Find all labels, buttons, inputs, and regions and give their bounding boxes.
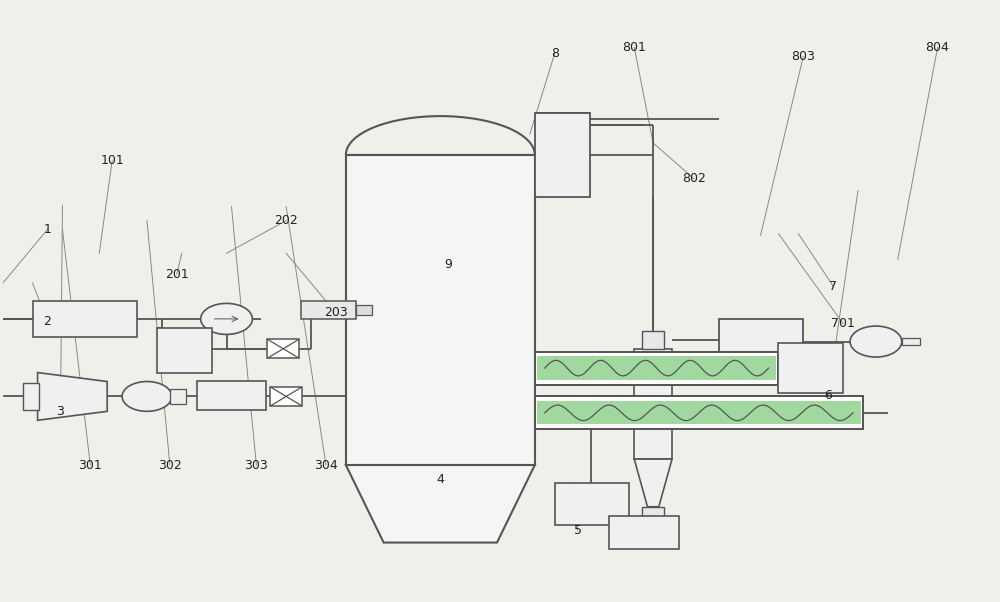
Bar: [157, 328, 212, 373]
Text: 2: 2: [44, 315, 51, 328]
Bar: [535, 113, 590, 197]
Text: 804: 804: [926, 41, 949, 54]
Text: 6: 6: [824, 389, 832, 402]
Text: 302: 302: [158, 459, 182, 471]
Text: 802: 802: [682, 172, 706, 185]
Text: 304: 304: [314, 459, 338, 471]
Bar: [33, 301, 137, 337]
Bar: [555, 483, 629, 525]
Circle shape: [201, 303, 252, 334]
Text: 9: 9: [444, 258, 452, 270]
Bar: [301, 301, 356, 319]
Bar: [535, 352, 778, 385]
Text: 101: 101: [100, 154, 124, 167]
Bar: [778, 343, 843, 394]
Text: 1: 1: [44, 223, 51, 236]
Bar: [23, 383, 39, 409]
Bar: [346, 155, 535, 465]
Bar: [537, 356, 776, 380]
Circle shape: [850, 326, 902, 357]
Text: 303: 303: [244, 459, 268, 471]
Bar: [356, 305, 372, 315]
Bar: [270, 387, 302, 406]
Bar: [609, 516, 679, 548]
Polygon shape: [634, 459, 672, 507]
Bar: [535, 397, 863, 429]
Text: 201: 201: [165, 268, 189, 281]
Text: 5: 5: [574, 524, 582, 537]
Text: 8: 8: [551, 47, 559, 60]
Bar: [642, 331, 664, 349]
Text: 4: 4: [436, 473, 444, 486]
Bar: [170, 389, 186, 403]
Bar: [197, 381, 266, 409]
Text: 801: 801: [622, 41, 646, 54]
Text: 202: 202: [274, 214, 298, 227]
Bar: [535, 397, 863, 429]
Polygon shape: [38, 373, 107, 420]
Bar: [535, 352, 778, 385]
Polygon shape: [346, 465, 535, 542]
Text: 701: 701: [831, 317, 855, 330]
Circle shape: [122, 382, 172, 411]
Text: 7: 7: [829, 279, 837, 293]
Bar: [74, 305, 124, 334]
Bar: [719, 319, 803, 364]
Text: 203: 203: [324, 306, 348, 320]
Text: 803: 803: [791, 50, 815, 63]
Bar: [642, 507, 664, 527]
Bar: [537, 401, 861, 424]
Bar: [634, 349, 672, 459]
Text: 301: 301: [78, 459, 102, 471]
Bar: [902, 338, 920, 345]
Text: 3: 3: [57, 405, 64, 418]
Bar: [267, 339, 299, 358]
